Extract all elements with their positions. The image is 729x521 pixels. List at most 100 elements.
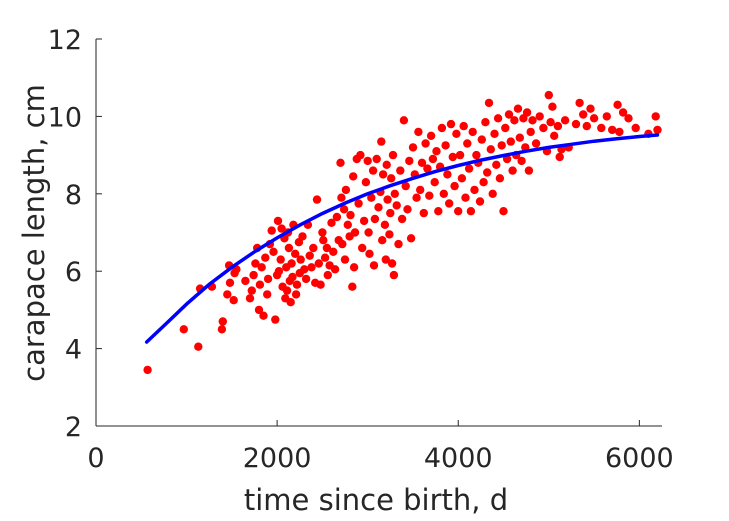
data-point: [319, 236, 328, 245]
data-point: [430, 178, 439, 187]
data-point: [354, 199, 363, 208]
data-point: [349, 263, 359, 272]
data-point: [579, 110, 588, 119]
data-point: [372, 154, 381, 164]
data-point: [597, 123, 606, 133]
plot-area: [143, 90, 662, 375]
axes: 0 2000 4000 6000 2 4 6 8 10 12: [48, 25, 674, 474]
y-tick-label: 10: [48, 102, 82, 133]
data-point: [508, 166, 517, 175]
data-point: [386, 208, 395, 218]
data-point: [560, 116, 570, 125]
data-point: [550, 131, 559, 140]
data-point: [417, 158, 427, 167]
data-point: [298, 232, 307, 241]
data-point: [336, 158, 345, 167]
data-point: [412, 193, 421, 202]
data-point: [490, 129, 499, 138]
data-point: [432, 147, 441, 156]
data-point: [332, 212, 342, 222]
data-point: [555, 152, 564, 162]
data-point: [257, 263, 266, 272]
data-point: [483, 168, 492, 177]
data-point: [381, 255, 390, 264]
data-point: [618, 108, 628, 117]
data-point: [383, 195, 392, 204]
data-point: [320, 253, 330, 262]
data-point: [277, 224, 286, 233]
data-point: [385, 230, 394, 239]
data-point: [405, 156, 414, 166]
data-point: [143, 365, 152, 375]
fit-curve: [144, 133, 660, 344]
data-point: [179, 325, 188, 334]
data-point: [305, 251, 314, 260]
data-point: [392, 201, 401, 210]
y-tick-label: 6: [65, 257, 82, 288]
data-point: [575, 98, 584, 108]
data-point: [553, 121, 563, 131]
data-point: [513, 104, 523, 113]
data-point: [309, 243, 318, 253]
data-point: [434, 207, 443, 216]
y-axis-title: carapace length, cm: [17, 84, 51, 382]
data-point: [528, 116, 537, 125]
data-point: [455, 150, 465, 160]
data-point: [631, 123, 640, 133]
data-point: [497, 141, 506, 150]
data-point: [426, 131, 436, 140]
data-point: [249, 270, 258, 280]
data-point: [217, 325, 227, 334]
data-point: [454, 207, 463, 216]
data-point: [229, 296, 238, 305]
data-point: [350, 228, 360, 237]
data-point: [615, 127, 624, 137]
data-point: [251, 259, 260, 268]
data-point: [486, 145, 495, 154]
data-point: [370, 214, 380, 224]
data-point: [312, 195, 322, 204]
data-point: [468, 127, 477, 137]
data-point: [364, 228, 373, 237]
data-point: [457, 174, 467, 183]
y-tick-label: 2: [65, 412, 82, 443]
data-point: [287, 259, 296, 268]
data-point: [346, 210, 355, 220]
data-point: [271, 315, 280, 324]
data-point: [378, 236, 387, 245]
data-point: [291, 290, 301, 299]
data-point: [602, 112, 611, 121]
data-point: [450, 181, 459, 191]
data-point: [247, 286, 256, 295]
data-point: [408, 143, 418, 152]
data-point: [273, 216, 283, 226]
data-point: [477, 135, 486, 144]
data-point: [269, 247, 278, 256]
x-tick-label: 6000: [605, 443, 674, 474]
data-point: [470, 185, 479, 195]
data-point: [223, 290, 232, 299]
data-point: [452, 129, 461, 138]
data-point: [358, 243, 367, 253]
data-point: [624, 114, 633, 123]
data-point: [493, 114, 503, 123]
data-point: [653, 125, 662, 135]
data-point: [488, 189, 497, 198]
data-point: [300, 265, 309, 274]
data-point: [316, 280, 325, 289]
data-point: [241, 276, 250, 286]
data-point: [380, 220, 390, 229]
data-point: [441, 141, 450, 150]
data-point: [463, 139, 472, 148]
data-point: [259, 311, 268, 320]
data-point: [448, 152, 457, 162]
data-point: [388, 150, 398, 160]
data-point: [526, 127, 535, 137]
data-point: [389, 270, 399, 280]
x-axis-title: time since birth, d: [244, 483, 508, 517]
data-point: [378, 170, 388, 179]
data-point: [387, 259, 397, 268]
data-point: [318, 228, 327, 237]
data-point: [367, 193, 376, 202]
data-point: [522, 108, 532, 117]
